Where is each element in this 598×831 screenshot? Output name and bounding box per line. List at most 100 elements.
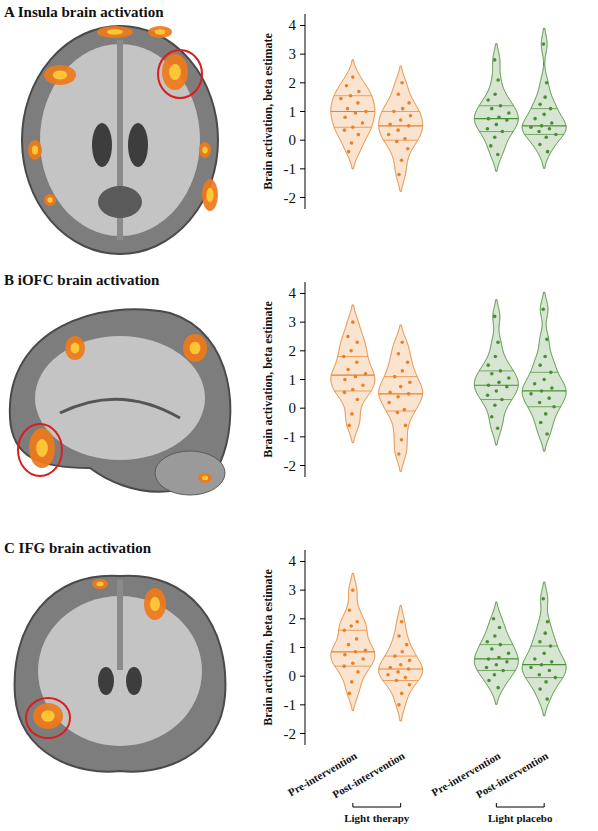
data-point <box>498 626 502 630</box>
data-point <box>550 121 554 125</box>
brain-image <box>22 26 218 254</box>
data-point <box>549 371 553 375</box>
data-point <box>542 378 546 382</box>
data-point <box>388 391 392 395</box>
data-point <box>408 683 412 687</box>
y-tick <box>300 111 305 112</box>
median-line <box>379 393 423 394</box>
data-point <box>348 692 352 696</box>
data-point <box>355 340 359 344</box>
plot-area <box>331 574 566 721</box>
data-point <box>493 404 497 408</box>
y-tick <box>300 25 305 26</box>
y-tick-label: 0 <box>289 668 297 684</box>
median-line <box>474 658 518 659</box>
data-point <box>496 153 500 157</box>
activation-peak <box>107 29 123 34</box>
y-tick-label: -2 <box>284 190 297 206</box>
y-axis-title: Brain activation, beta estimate <box>261 569 275 726</box>
data-point <box>400 438 404 442</box>
data-point <box>387 133 391 137</box>
data-point <box>397 173 401 177</box>
activation-peak <box>32 146 38 155</box>
roi-circle <box>158 50 202 98</box>
data-point <box>404 676 408 680</box>
data-point <box>397 352 401 356</box>
data-point <box>399 118 403 122</box>
data-point <box>490 372 494 376</box>
activation-peak <box>47 197 52 202</box>
activation-blob <box>144 588 166 620</box>
y-tick-label: 3 <box>289 46 297 62</box>
data-point <box>400 620 404 624</box>
quartile-line <box>386 411 415 412</box>
data-point <box>399 663 403 667</box>
data-point <box>554 676 558 680</box>
quartile-line <box>477 670 515 671</box>
y-tick-label: -1 <box>284 429 297 445</box>
data-point <box>347 643 351 647</box>
data-point <box>550 386 554 390</box>
data-point <box>401 107 405 111</box>
quartile-line <box>383 140 417 141</box>
activation-peak <box>41 710 55 722</box>
brain-ventricle <box>98 667 114 695</box>
activation-blob <box>202 179 218 211</box>
group-bracket <box>353 803 401 807</box>
data-point <box>400 158 404 162</box>
data-point <box>497 381 501 385</box>
activation-blob <box>44 65 76 85</box>
data-point <box>406 147 410 151</box>
y-tick <box>300 54 305 55</box>
y-tick-label: 2 <box>289 75 297 91</box>
quartile-line <box>531 646 558 647</box>
data-point <box>544 412 548 416</box>
data-point <box>552 405 556 409</box>
data-point <box>533 657 537 661</box>
y-tick <box>300 379 305 380</box>
data-point <box>546 620 550 624</box>
panel-title: C IFG brain activation <box>4 540 152 556</box>
activation-peak <box>202 476 208 481</box>
brain-midbrain <box>98 186 142 218</box>
activation-blob <box>198 473 212 483</box>
data-point <box>554 133 558 137</box>
brain-image <box>10 309 231 495</box>
median-line <box>331 111 375 112</box>
data-point <box>405 643 409 647</box>
data-point <box>396 670 400 674</box>
quartile-line <box>382 111 420 112</box>
data-point <box>486 393 490 397</box>
median-line <box>474 385 518 386</box>
data-point <box>496 686 500 690</box>
data-point <box>542 651 546 655</box>
data-point <box>351 661 355 665</box>
y-tick <box>300 197 305 198</box>
brain-ventricle <box>126 667 142 695</box>
y-tick <box>300 82 305 83</box>
median-line <box>522 390 566 391</box>
data-point <box>403 408 407 412</box>
data-point <box>395 679 399 683</box>
brain-ventricle <box>128 123 148 167</box>
data-point <box>490 647 494 651</box>
data-point <box>400 650 404 654</box>
data-point <box>541 307 545 311</box>
y-tick <box>300 350 305 351</box>
panel: B iOFC brain activation-2-101234Brain ac… <box>4 272 566 495</box>
brain-outline <box>22 26 218 254</box>
activation-peak <box>150 597 160 611</box>
activation-blob <box>65 336 85 360</box>
data-point <box>485 640 489 644</box>
data-point <box>538 640 542 644</box>
y-tick <box>300 676 305 677</box>
quartile-line <box>530 372 558 373</box>
y-tick-label: 1 <box>289 372 297 388</box>
y-tick <box>300 465 305 466</box>
y-tick-label: 4 <box>289 553 297 569</box>
group-label: Light placebo <box>488 812 553 824</box>
data-point <box>387 401 391 405</box>
data-point <box>533 382 537 386</box>
data-point <box>346 335 350 339</box>
data-point <box>343 628 347 632</box>
